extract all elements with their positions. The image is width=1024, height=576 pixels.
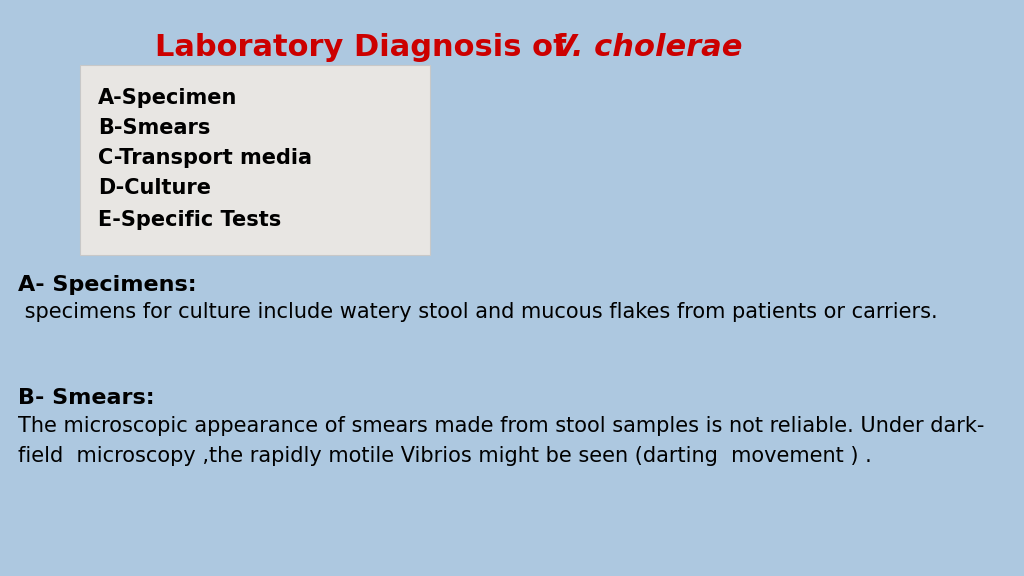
Bar xyxy=(80,65,430,255)
Text: specimens for culture include watery stool and mucous flakes from patients or ca: specimens for culture include watery sto… xyxy=(18,302,938,322)
Text: C-Transport media: C-Transport media xyxy=(98,148,312,168)
Text: A-Specimen: A-Specimen xyxy=(98,88,238,108)
Text: V. cholerae: V. cholerae xyxy=(553,33,742,62)
Text: E-Specific Tests: E-Specific Tests xyxy=(98,210,282,230)
Text: field  microscopy ,the rapidly motile Vibrios might be seen (darting  movement ): field microscopy ,the rapidly motile Vib… xyxy=(18,446,871,466)
Text: Laboratory Diagnosis of: Laboratory Diagnosis of xyxy=(155,33,588,62)
Text: D-Culture: D-Culture xyxy=(98,178,211,198)
Text: B-Smears: B-Smears xyxy=(98,118,210,138)
Text: B- Smears:: B- Smears: xyxy=(18,388,155,408)
Text: A- Specimens:: A- Specimens: xyxy=(18,275,197,295)
Text: The microscopic appearance of smears made from stool samples is not reliable. Un: The microscopic appearance of smears mad… xyxy=(18,416,984,436)
